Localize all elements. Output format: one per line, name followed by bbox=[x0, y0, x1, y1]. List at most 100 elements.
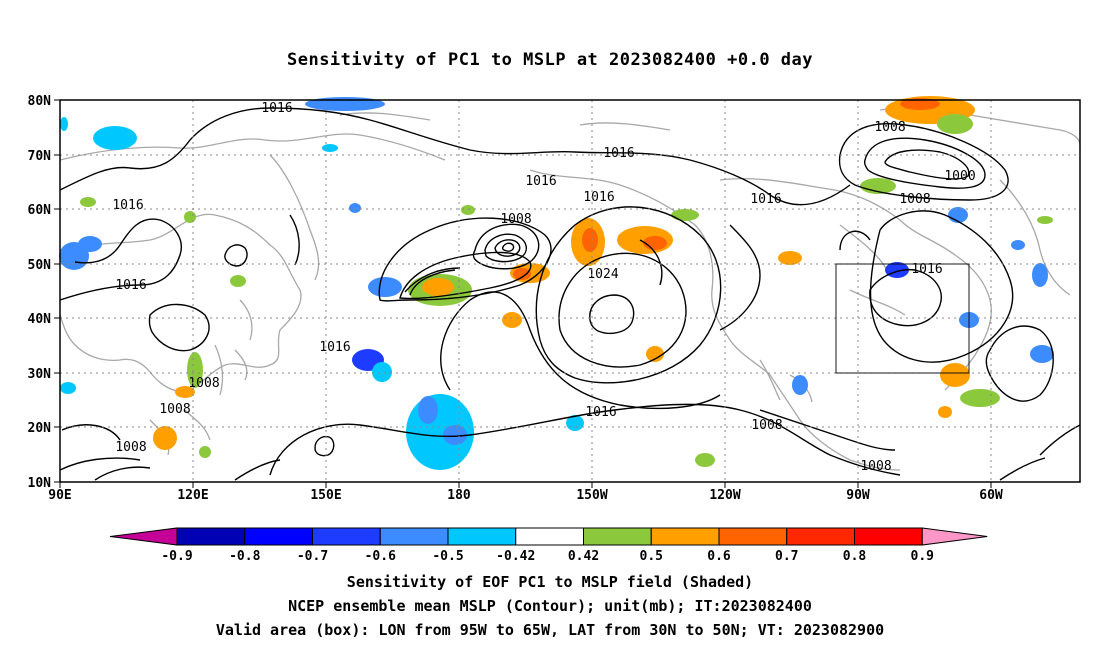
shade-negative bbox=[322, 144, 338, 152]
shade-positive bbox=[187, 352, 203, 388]
shade-positive bbox=[513, 268, 531, 280]
colorbar-segment bbox=[854, 527, 923, 546]
colorbar-tick-label: -0.9 bbox=[161, 549, 192, 564]
plot-frame bbox=[59, 99, 1081, 483]
lon-label: 180 bbox=[447, 488, 471, 503]
contour-label: 1008 bbox=[188, 376, 219, 391]
shade-positive bbox=[671, 209, 699, 221]
colorbar-tick-label: 0.7 bbox=[775, 549, 798, 564]
shade-negative bbox=[305, 97, 385, 111]
shade-negative bbox=[60, 117, 68, 131]
colorbar-tick-label: 0.5 bbox=[640, 549, 663, 564]
lat-label: 30N bbox=[28, 367, 52, 382]
shade-positive bbox=[938, 406, 952, 418]
map-title: Sensitivity of PC1 to MSLP at 2023082400… bbox=[286, 50, 813, 70]
shade-positive bbox=[582, 228, 598, 252]
colorbar-tick-label: -0.5 bbox=[432, 549, 463, 564]
colorbar-tick-label: -0.8 bbox=[229, 549, 260, 564]
lon-label: 120E bbox=[177, 488, 208, 503]
shade-positive bbox=[461, 205, 475, 215]
contour-label: 1016 bbox=[112, 198, 143, 213]
shade-negative bbox=[368, 277, 402, 297]
colorbar-tick-label: 0.6 bbox=[707, 549, 731, 564]
shade-negative bbox=[443, 425, 467, 445]
contour-label: 1024 bbox=[587, 267, 618, 282]
shade-positive bbox=[937, 114, 973, 134]
colorbar-segment bbox=[583, 527, 652, 546]
lon-label: 90E bbox=[48, 488, 71, 503]
lat-label: 60N bbox=[28, 203, 52, 218]
shade-negative bbox=[792, 375, 808, 395]
shade-positive bbox=[230, 275, 246, 287]
contour-label: 1008 bbox=[500, 212, 531, 227]
lon-labels: 90E 120E 150E 180 150W 120W 90W 60W bbox=[48, 488, 1003, 503]
contour-label: 1016 bbox=[585, 405, 616, 420]
shade-positive bbox=[199, 446, 211, 458]
colorbar-segment bbox=[515, 527, 584, 546]
shade-positive bbox=[695, 453, 715, 467]
colorbar: -0.9 -0.8 -0.7 -0.6 -0.5 -0.42 0.42 0.5 0.6 0.7 0.… bbox=[109, 527, 988, 564]
contour-label: 1016 bbox=[319, 340, 350, 355]
colorbar-tick-label: 0.9 bbox=[911, 549, 934, 564]
contour-label: 1016 bbox=[911, 262, 942, 277]
colorbar-segment bbox=[312, 527, 381, 546]
shade-positive bbox=[940, 363, 970, 387]
shade-positive bbox=[646, 346, 664, 362]
lat-label: 70N bbox=[28, 149, 52, 164]
coastlines bbox=[59, 106, 1081, 471]
colorbar-segment bbox=[176, 527, 246, 546]
shade-negative bbox=[349, 203, 361, 213]
lon-label: 150W bbox=[576, 488, 607, 503]
colorbar-segment bbox=[650, 527, 720, 546]
shade-positive bbox=[643, 236, 667, 250]
shade-negative bbox=[1011, 240, 1025, 250]
contour-label: 1016 bbox=[115, 278, 146, 293]
contour-label: 1016 bbox=[603, 146, 634, 161]
shade-positive bbox=[175, 386, 195, 398]
lat-label: 80N bbox=[28, 94, 52, 109]
contour-label: 1008 bbox=[899, 192, 930, 207]
contour-label: 1016 bbox=[583, 190, 614, 205]
colorbar-segment bbox=[379, 527, 449, 546]
shade-positive bbox=[80, 197, 96, 207]
lon-label: 90W bbox=[846, 488, 870, 503]
contour-label: 1008 bbox=[860, 459, 891, 474]
contour-label: 1000 bbox=[944, 169, 975, 184]
colorbar-segment bbox=[718, 527, 788, 546]
contour-label: 1008 bbox=[115, 440, 146, 455]
colorbar-tick-label: -0.6 bbox=[365, 549, 396, 564]
caption-line-2: NCEP ensemble mean MSLP (Contour); unit(… bbox=[288, 597, 812, 615]
contour-labels: 1016 1016 1016 1016 1016 1016 1016 1016 … bbox=[112, 101, 975, 474]
shade-positive bbox=[778, 251, 802, 265]
colorbar-arrow-high bbox=[921, 527, 988, 546]
contour-label: 1008 bbox=[874, 120, 905, 135]
colorbar-tick-label: -0.42 bbox=[496, 549, 535, 564]
lat-label: 20N bbox=[28, 421, 52, 436]
shade-negative bbox=[1032, 263, 1048, 287]
caption-line-3: Valid area (box): LON from 95W to 65W, L… bbox=[215, 621, 885, 639]
grid-lines bbox=[60, 100, 1080, 482]
contour-label: 1016 bbox=[525, 174, 556, 189]
mslp-contours bbox=[59, 107, 1081, 481]
shade-negative bbox=[418, 396, 438, 424]
lon-label: 60W bbox=[979, 488, 1003, 503]
shade-positive bbox=[1037, 216, 1053, 224]
shade-negative bbox=[93, 126, 137, 150]
shade-positive bbox=[900, 98, 940, 110]
colorbar-tick-label: -0.7 bbox=[297, 549, 328, 564]
lat-labels: 80N 70N 60N 50N 40N 30N 20N 10N bbox=[28, 94, 52, 491]
lat-label: 50N bbox=[28, 258, 52, 273]
axis-ticks bbox=[54, 99, 992, 488]
colorbar-tick-label: 0.8 bbox=[843, 549, 867, 564]
colorbar-tick-label: 0.42 bbox=[568, 549, 599, 564]
shade-positive bbox=[960, 389, 1000, 407]
shade-positive bbox=[422, 278, 454, 296]
valid-area-box bbox=[835, 263, 970, 374]
shade-positive bbox=[153, 426, 177, 450]
colorbar-segment bbox=[786, 527, 855, 546]
lon-label: 120W bbox=[709, 488, 740, 503]
contour-label: 1008 bbox=[159, 402, 190, 417]
lon-label: 150E bbox=[310, 488, 341, 503]
lat-label: 10N bbox=[28, 476, 52, 491]
